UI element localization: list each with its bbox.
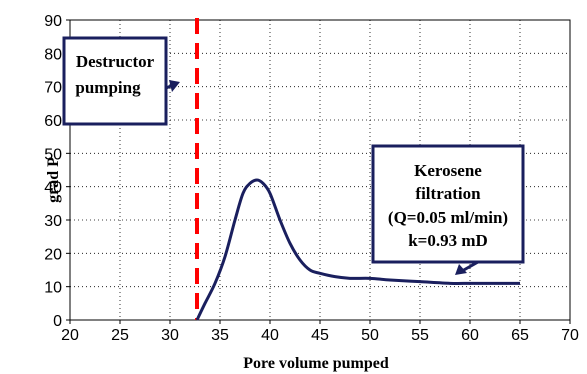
y-tick-label: 0 <box>53 313 62 330</box>
y-tick-label: 20 <box>44 246 62 263</box>
annotation-destructor-line-2: pumping <box>75 78 141 97</box>
y-axis-ticks: 0 10 20 30 40 50 60 70 80 90 <box>44 13 70 330</box>
y-tick-label: 70 <box>44 80 62 97</box>
annotation-kerosene-arrowhead <box>455 264 467 275</box>
x-tick-label: 50 <box>361 327 379 344</box>
x-tick-label: 20 <box>61 327 79 344</box>
annotation-kerosene-line-2: filtration <box>415 184 481 203</box>
annotation-kerosene-line-1: Kerosene <box>414 161 482 180</box>
annotation-destructor-arrowhead <box>169 80 180 92</box>
x-tick-label: 40 <box>261 327 279 344</box>
x-tick-label: 45 <box>311 327 329 344</box>
annotation-destructor-line-1: Destructor <box>76 52 155 71</box>
x-tick-label: 60 <box>461 327 479 344</box>
annotation-kerosene: Kerosene filtration (Q=0.05 ml/min) k=0.… <box>371 144 525 275</box>
y-tick-label: 30 <box>44 213 62 230</box>
series-line <box>195 178 520 321</box>
annotation-kerosene-line-4: k=0.93 mD <box>408 231 488 250</box>
annotation-kerosene-line-3: (Q=0.05 ml/min) <box>388 208 508 227</box>
x-tick-label: 55 <box>411 327 429 344</box>
x-axis-title: Pore volume pumped <box>243 355 389 372</box>
annotation-destructor: Destructor pumping <box>62 36 180 126</box>
x-tick-label: 35 <box>211 327 229 344</box>
annotation-destructor-box <box>62 36 168 126</box>
x-tick-label: 25 <box>111 327 129 344</box>
y-axis-title: grad P <box>45 157 62 203</box>
x-axis-ticks: 20 25 30 35 40 45 50 55 60 65 70 <box>61 320 579 344</box>
y-tick-label: 40 <box>44 180 62 197</box>
annotation-kerosene-pointer <box>461 260 479 273</box>
x-tick-label: 30 <box>161 327 179 344</box>
annotation-kerosene-box <box>371 144 525 264</box>
y-tick-label: 50 <box>44 146 62 163</box>
x-tick-label: 70 <box>561 327 579 344</box>
y-tick-label: 90 <box>44 13 62 30</box>
y-tick-label: 80 <box>44 46 62 63</box>
y-tick-label: 60 <box>44 113 62 130</box>
y-tick-label: 10 <box>44 280 62 297</box>
x-tick-label: 65 <box>511 327 529 344</box>
